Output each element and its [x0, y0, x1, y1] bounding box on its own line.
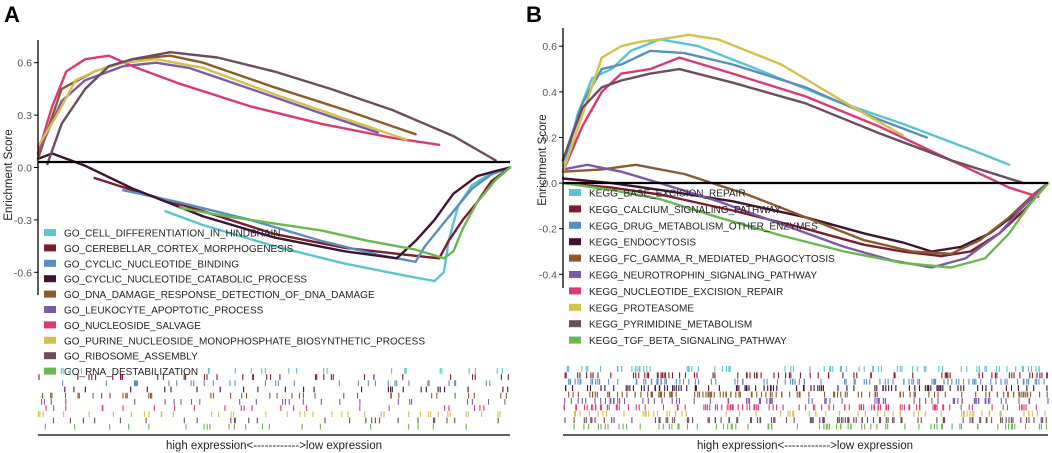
legend-label: GO_RIBOSOME_ASSEMBLY [64, 352, 198, 363]
legend-label: GO_RNA_DESTABILIZATION [64, 367, 198, 378]
legend-swatch [569, 271, 581, 278]
legend-swatch [569, 287, 581, 295]
series-line-kegg-tgf-beta-signaling-pathway [561, 181, 1050, 269]
y-tick-label: 0.0 [17, 163, 32, 175]
legend-swatch [44, 336, 56, 344]
legend-swatch [569, 336, 581, 344]
legend-swatch [44, 306, 56, 313]
y-tick-label: 0.4 [542, 87, 557, 99]
legend-label: GO_NUCLEOSIDE_SALVAGE [64, 321, 201, 332]
panel-letter-a: A [4, 2, 20, 27]
y-tick-label: 0.0 [542, 178, 557, 190]
panel-a-y-ticks: -0.6 -0.3 0.0 0.3 0.6 [14, 58, 38, 279]
panel-a: A Enrichment Score -0.6 -0.3 0.0 0.3 0.6 GO_… [3, 2, 512, 452]
series-line-go-dna-damage-response-detection-of-dna-damage [36, 54, 417, 161]
legend-swatch [569, 221, 581, 229]
legend-label: GO_CYCLIC_NUCLEOTIDE_CATABOLIC_PROCESS [64, 275, 307, 286]
series-line-kegg-pyrimidine-metabolism [561, 67, 1025, 185]
legend-swatch [44, 244, 56, 252]
series-line-kegg-endocytosis [561, 177, 1050, 253]
series-line-go-leukocyte-apoptotic-process [36, 61, 379, 155]
panel-a-xlabel: high expression<------------>low express… [166, 440, 382, 452]
series-line-go-rna-destabilization [178, 166, 512, 260]
legend-swatch [569, 320, 581, 328]
y-tick-label: 0.6 [542, 41, 557, 53]
legend-swatch [569, 303, 581, 311]
legend-label: KEGG_TGF_BETA_SIGNALING_PATHWAY [589, 336, 787, 347]
series-line-kegg-nucleotide-excision-repair [561, 56, 1040, 199]
panel-letter-b: B [526, 2, 542, 27]
legend-label: KEGG_NUCLEOTIDE_EXCISION_REPAIR [589, 287, 783, 298]
series-line-go-ribosome-assembly [46, 51, 497, 166]
series-line-kegg-drug-metabolism-other-enzymes [561, 49, 928, 162]
legend-swatch [44, 352, 56, 360]
y-tick-label: -0.3 [14, 215, 32, 227]
panel-b-legend: KEGG_BASE_EXCISION_REPAIR KEGG_CALCIUM_SI… [569, 189, 835, 347]
legend-swatch [44, 275, 56, 283]
y-tick-label: -0.2 [539, 224, 557, 236]
series-line-kegg-fc-gamma-r-mediated-phagocytosis [561, 163, 1050, 256]
legend-label: KEGG_CALCIUM_SIGNALING_PATHWAY [589, 205, 781, 216]
legend-label: GO_CYCLIC_NUCLEOTIDE_BINDING [64, 259, 239, 270]
legend-swatch [44, 321, 56, 329]
legend-label: GO_DNA_DAMAGE_RESPONSE_DETECTION_OF_DNA_… [64, 290, 375, 301]
legend-swatch [44, 259, 56, 267]
series-line-go-nucleoside-salvage [36, 54, 441, 155]
panel-b-xlabel: high expression<------------>low express… [697, 440, 913, 452]
panel-b-rug-plot [563, 366, 1049, 430]
panel-a-legend: GO_CELL_DIFFERENTIATION_IN_HINDBRAIN GO_C… [44, 229, 425, 378]
series-line-kegg-neurotrophin-signaling-pathway [561, 163, 1050, 269]
legend-swatch [44, 229, 56, 236]
legend-swatch [569, 205, 581, 213]
panel-a-series [36, 51, 512, 283]
legend-swatch [569, 189, 581, 196]
y-tick-label: 0.2 [542, 132, 557, 144]
series-line-go-cell-differentiation-in-hindbrain [164, 166, 512, 283]
panel-a-rug-plot [37, 368, 509, 430]
legend-label: KEGG_DRUG_METABOLISM_OTHER_ENZYMES [589, 221, 818, 232]
series-line-kegg-calcium-signaling-pathway [561, 181, 1050, 258]
y-tick-label: -0.6 [14, 267, 32, 279]
legend-label: GO_CELL_DIFFERENTIATION_IN_HINDBRAIN [64, 229, 281, 240]
legend-label: GO_PURINE_NUCLEOSIDE_MONOPHOSPHATE_BIOSY… [64, 336, 425, 347]
panel-b-ylabel: Enrichment Score [537, 114, 549, 205]
legend-label: KEGG_FC_GAMMA_R_MEDIATED_PHAGOCYTOSIS [589, 254, 835, 265]
panel-b: B Enrichment Score -0.4-0.20.00.20.40.6 … [526, 2, 1050, 452]
legend-swatch [569, 254, 581, 262]
legend-swatch [44, 367, 56, 375]
legend-swatch [44, 290, 56, 298]
series-line-go-purine-nucleoside-monophosphate-biosynthetic-process [36, 58, 408, 148]
legend-label: GO_LEUKOCYTE_APOPTOTIC_PROCESS [64, 306, 264, 317]
y-tick-label: 0.6 [17, 58, 32, 70]
legend-label: GO_CEREBELLAR_CORTEX_MORPHOGENESIS [64, 244, 294, 255]
panel-b-series [561, 33, 1050, 269]
panel-a-ylabel: Enrichment Score [3, 129, 15, 220]
panel-b-y-ticks: -0.4 -0.2 0.0 0.2 0.4 0.6 [539, 41, 563, 281]
legend-label: KEGG_PYRIMIDINE_METABOLISM [589, 320, 752, 331]
legend-label: KEGG_PROTEASOME [589, 303, 694, 314]
y-tick-label: 0.3 [17, 110, 32, 122]
y-tick-label: -0.4 [539, 269, 557, 281]
series-line-kegg-proteasome [561, 33, 904, 173]
legend-label: KEGG_NEUROTROPHIN_SIGNALING_PATHWAY [589, 271, 817, 282]
legend-label: KEGG_ENDOCYTOSIS [589, 238, 696, 249]
series-line-go-cyclic-nucleotide-catabolic-process [36, 152, 512, 260]
series-line-kegg-base-excision-repair [561, 38, 1011, 173]
legend-label: KEGG_BASE_EXCISION_REPAIR [589, 189, 746, 200]
legend-swatch [569, 238, 581, 246]
